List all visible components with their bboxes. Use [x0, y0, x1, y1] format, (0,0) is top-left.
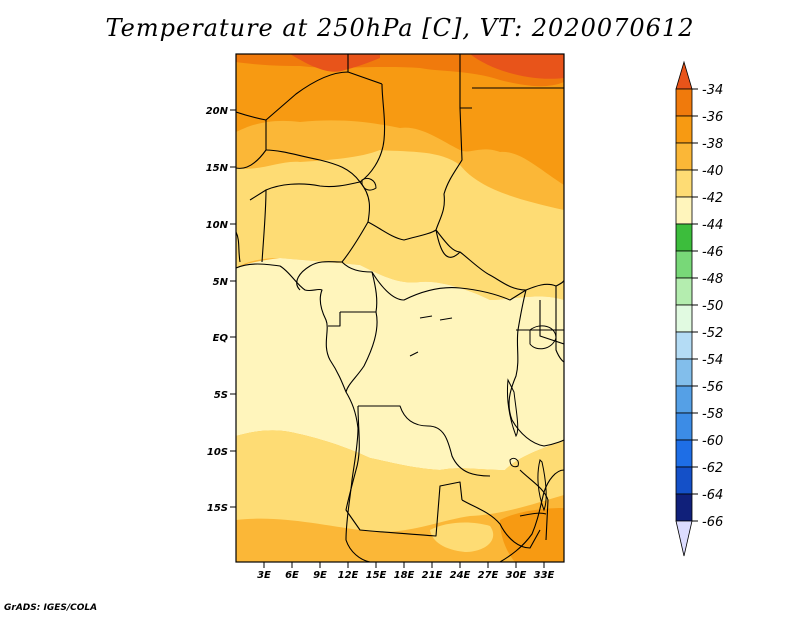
colorbar-bin-36-34	[675, 88, 693, 117]
field-band-40	[236, 150, 564, 300]
lat-label-5n: 5N	[213, 277, 229, 288]
border-ghana	[236, 189, 267, 263]
colorbar-bin-48-46	[675, 250, 693, 279]
lon-label-9e: 9E	[313, 570, 327, 581]
border-niger-chad	[359, 83, 386, 183]
border-zambia-zim	[461, 499, 541, 549]
lon-label-3e: 3E	[257, 570, 271, 581]
colorbar-label: -54	[702, 353, 723, 368]
lat-label-10s: 10S	[207, 447, 228, 458]
colorbar-label: -64	[702, 488, 723, 503]
colorbar-bin-44-42	[675, 196, 693, 225]
coastline-west-africa	[236, 263, 371, 562]
field-band-36	[236, 54, 564, 185]
lon-label-24e: 24E	[450, 570, 471, 581]
lake-kariba	[519, 512, 547, 517]
lakes	[361, 177, 557, 517]
border-mali-burkina	[236, 120, 267, 169]
map-title: Temperature at 250hPa [C], VT: 202007061…	[105, 14, 695, 42]
lake-malawi	[537, 459, 547, 512]
border-cameroon	[340, 261, 378, 313]
field-warm-spot	[500, 508, 564, 562]
colorbar-arrow-bottom	[675, 520, 693, 557]
colorbar-bin-66-64	[675, 493, 693, 522]
grads-credit: GrADS: IGES/COLA	[4, 603, 98, 613]
colorbar-bin-42-40	[675, 169, 693, 198]
lon-label-30e: 30E	[506, 570, 527, 581]
colorbar-label: -34	[702, 83, 723, 98]
colorbar-bin-60-58	[675, 412, 693, 441]
colorbar-label: -42	[702, 191, 723, 206]
field-band-42	[236, 258, 564, 470]
colorbar-bin-64-62	[675, 466, 693, 495]
border-sudan-west	[435, 107, 463, 231]
lat-label-eq: EQ	[213, 333, 229, 344]
colorbar-label: -62	[702, 461, 723, 476]
longitude-axis: 3E 6E 9E 12E 15E 18E 21E 24E 27E 30E 33E	[257, 562, 555, 581]
country-borders	[236, 54, 564, 562]
colorbar-label: -60	[702, 434, 723, 449]
lake-victoria	[529, 325, 557, 350]
colorbar-label: -36	[702, 110, 723, 125]
colorbar-bin-50-48	[675, 277, 693, 306]
colorbar-bin-62-60	[675, 439, 693, 468]
colorbar-label: -40	[702, 164, 723, 179]
lon-label-15e: 15E	[366, 570, 387, 581]
lake-mweru	[509, 457, 519, 468]
colorbar-label: -52	[702, 326, 723, 341]
colorbar-label: -44	[702, 218, 723, 233]
lake-chad	[361, 177, 377, 191]
lon-label-27e: 27E	[478, 570, 499, 581]
border-niger-nigeria	[265, 149, 361, 183]
lon-label-12e: 12E	[338, 570, 359, 581]
colorbar-bin-46-44	[675, 223, 693, 252]
colorbar-label: -50	[702, 299, 723, 314]
colorbar-label: -58	[702, 407, 723, 422]
border-drc-south	[358, 405, 491, 477]
colorbar-bin-56-54	[675, 358, 693, 387]
colorbar-arrow-top	[675, 60, 693, 90]
border-east-lakes	[508, 289, 527, 421]
border-south-sudan	[487, 273, 564, 291]
border-tanzania	[511, 419, 564, 447]
lat-label-10n: 10N	[206, 220, 229, 231]
colorbar-label: -56	[702, 380, 723, 395]
temperature-field	[236, 54, 564, 562]
lon-label-6e: 6E	[285, 570, 299, 581]
colorbar	[675, 60, 693, 557]
lat-label-5s: 5S	[214, 390, 228, 401]
lat-label-15s: 15S	[207, 503, 228, 514]
colorbar-label: -46	[702, 245, 723, 260]
latitude-axis: 20N 15N 10N 5N EQ 5S 10S 15S	[206, 106, 236, 514]
colorbar-label: -66	[702, 515, 723, 530]
border-angola	[345, 405, 463, 537]
field-cold-pocket	[430, 522, 494, 552]
border-libya-chad	[236, 71, 383, 121]
river-congo-marks	[409, 315, 453, 357]
lon-label-18e: 18E	[394, 570, 415, 581]
lon-label-21e: 21E	[422, 570, 443, 581]
colorbar-bin-38-36	[675, 115, 693, 144]
map-frame	[235, 53, 565, 563]
colorbar-labels: -34 -36 -38 -40 -42 -44 -46 -48 -50 -52 …	[692, 83, 723, 530]
colorbar-label: -48	[702, 272, 723, 287]
lat-label-20n: 20N	[206, 106, 229, 117]
field-hot-core	[290, 54, 564, 79]
colorbar-label: -38	[702, 137, 723, 152]
colorbar-bin-52-50	[675, 304, 693, 333]
border-car-drc	[371, 271, 527, 301]
colorbar-bin-40-38	[675, 142, 693, 171]
colorbar-bin-58-56	[675, 385, 693, 414]
colorbar-bin-54-52	[675, 331, 693, 360]
border-sudan-chad	[435, 229, 461, 258]
border-gabon-congo	[328, 311, 378, 393]
lon-label-33e: 33E	[534, 570, 555, 581]
lat-label-15n: 15N	[206, 163, 229, 174]
lake-tanganyika	[507, 378, 519, 438]
